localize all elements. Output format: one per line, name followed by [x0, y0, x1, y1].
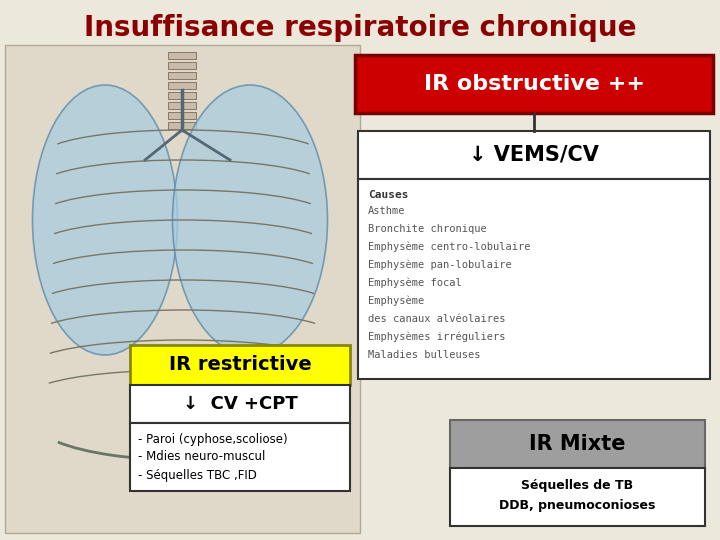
FancyBboxPatch shape [450, 420, 705, 468]
FancyBboxPatch shape [450, 468, 705, 526]
FancyBboxPatch shape [358, 131, 710, 179]
Text: IR restrictive: IR restrictive [168, 355, 311, 375]
FancyBboxPatch shape [168, 122, 196, 129]
FancyBboxPatch shape [358, 179, 710, 379]
Text: - Paroi (cyphose,scoliose): - Paroi (cyphose,scoliose) [138, 433, 287, 446]
Text: Emphysème centro-lobulaire: Emphysème centro-lobulaire [368, 242, 531, 252]
Text: IR obstructive ++: IR obstructive ++ [423, 74, 644, 94]
Ellipse shape [173, 85, 328, 355]
FancyBboxPatch shape [168, 112, 196, 119]
FancyBboxPatch shape [168, 72, 196, 79]
Text: DDB, pneumoconioses: DDB, pneumoconioses [499, 498, 656, 511]
FancyBboxPatch shape [168, 92, 196, 99]
Text: IR Mixte: IR Mixte [529, 434, 626, 454]
FancyBboxPatch shape [130, 345, 350, 385]
FancyBboxPatch shape [168, 82, 196, 89]
FancyBboxPatch shape [168, 52, 196, 59]
FancyBboxPatch shape [130, 423, 350, 491]
Text: - Mdies neuro-muscul: - Mdies neuro-muscul [138, 450, 266, 463]
FancyBboxPatch shape [355, 55, 713, 113]
Text: Emphysème pan-lobulaire: Emphysème pan-lobulaire [368, 260, 512, 270]
FancyBboxPatch shape [130, 385, 350, 423]
Text: Emphysèmes irréguliers: Emphysèmes irréguliers [368, 332, 505, 342]
Text: Bronchite chronique: Bronchite chronique [368, 224, 487, 234]
FancyBboxPatch shape [168, 62, 196, 69]
Text: Maladies bulleuses: Maladies bulleuses [368, 350, 480, 360]
Text: Emphysème: Emphysème [368, 296, 424, 306]
Text: Causes: Causes [368, 190, 408, 200]
Text: Emphysème focal: Emphysème focal [368, 278, 462, 288]
Text: Insuffisance respiratoire chronique: Insuffisance respiratoire chronique [84, 14, 636, 42]
Text: - Séquelles TBC ,FID: - Séquelles TBC ,FID [138, 469, 257, 482]
Text: ↓ VEMS/CV: ↓ VEMS/CV [469, 145, 599, 165]
FancyBboxPatch shape [5, 45, 360, 533]
Text: Asthme: Asthme [368, 206, 405, 216]
Ellipse shape [32, 85, 178, 355]
Text: des canaux alvéolaires: des canaux alvéolaires [368, 314, 505, 324]
FancyBboxPatch shape [168, 102, 196, 109]
Text: ↓  CV +CPT: ↓ CV +CPT [183, 395, 297, 413]
Text: Séquelles de TB: Séquelles de TB [521, 480, 634, 492]
